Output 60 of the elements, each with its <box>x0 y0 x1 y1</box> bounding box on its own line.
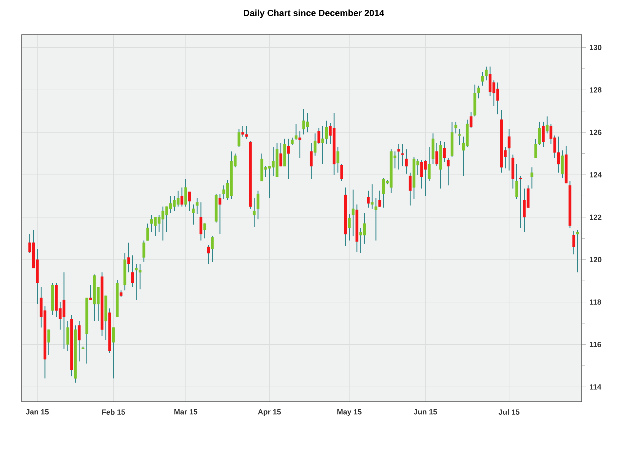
candlestick <box>272 146 275 177</box>
candlestick <box>496 82 500 115</box>
candlestick <box>89 284 92 301</box>
candlestick <box>336 146 340 174</box>
candlestick <box>576 230 580 274</box>
candlestick <box>150 214 154 233</box>
candlestick <box>466 119 469 148</box>
candlestick <box>192 204 195 226</box>
candlestick <box>78 320 81 362</box>
chart-title: Daily Chart since December 2014 <box>244 10 384 18</box>
candlestick <box>378 190 382 208</box>
candlestick <box>184 178 188 208</box>
candlestick <box>310 142 313 180</box>
candlestick <box>561 150 564 179</box>
candlestick <box>542 122 545 148</box>
candlestick <box>322 126 324 165</box>
candlestick <box>298 131 302 158</box>
candlestick <box>530 167 534 190</box>
candlestick <box>572 230 576 256</box>
candlestick <box>222 185 226 200</box>
candlestick <box>340 164 344 182</box>
candlestick <box>260 153 264 182</box>
candlestick <box>146 223 150 242</box>
candlestick <box>169 196 172 214</box>
candlestick <box>166 206 168 233</box>
candlestick <box>302 108 306 136</box>
candlestick <box>128 242 130 274</box>
candlestick <box>280 142 282 167</box>
candlestick <box>306 113 310 134</box>
candlestick <box>485 66 488 82</box>
candlestick <box>135 264 138 301</box>
candlestick <box>154 216 157 237</box>
candlestick <box>48 329 50 356</box>
candlestick <box>200 202 203 242</box>
candlestick <box>245 126 248 140</box>
candlestick <box>398 144 400 170</box>
candlestick <box>436 142 438 167</box>
candlestick <box>62 272 66 350</box>
candlestick <box>162 206 165 242</box>
candlestick <box>253 198 256 228</box>
candlestick <box>142 240 146 262</box>
candlestick <box>112 327 116 380</box>
candlestick <box>238 128 241 148</box>
candlestick <box>66 320 70 352</box>
candlestick <box>176 190 180 208</box>
candlestick <box>173 196 176 212</box>
candlestick <box>204 223 206 240</box>
candlestick <box>211 236 214 262</box>
candlestick <box>242 126 244 138</box>
candlestick <box>523 188 526 233</box>
candlestick <box>516 164 518 200</box>
candlestick <box>409 172 412 206</box>
candlestick <box>180 187 184 208</box>
candlestick <box>367 190 370 208</box>
candlestick <box>450 122 454 158</box>
candlestick <box>188 192 192 212</box>
candlestick <box>360 228 362 254</box>
candlestick <box>382 178 386 208</box>
candlestick <box>474 84 476 118</box>
candlestick <box>287 138 290 180</box>
